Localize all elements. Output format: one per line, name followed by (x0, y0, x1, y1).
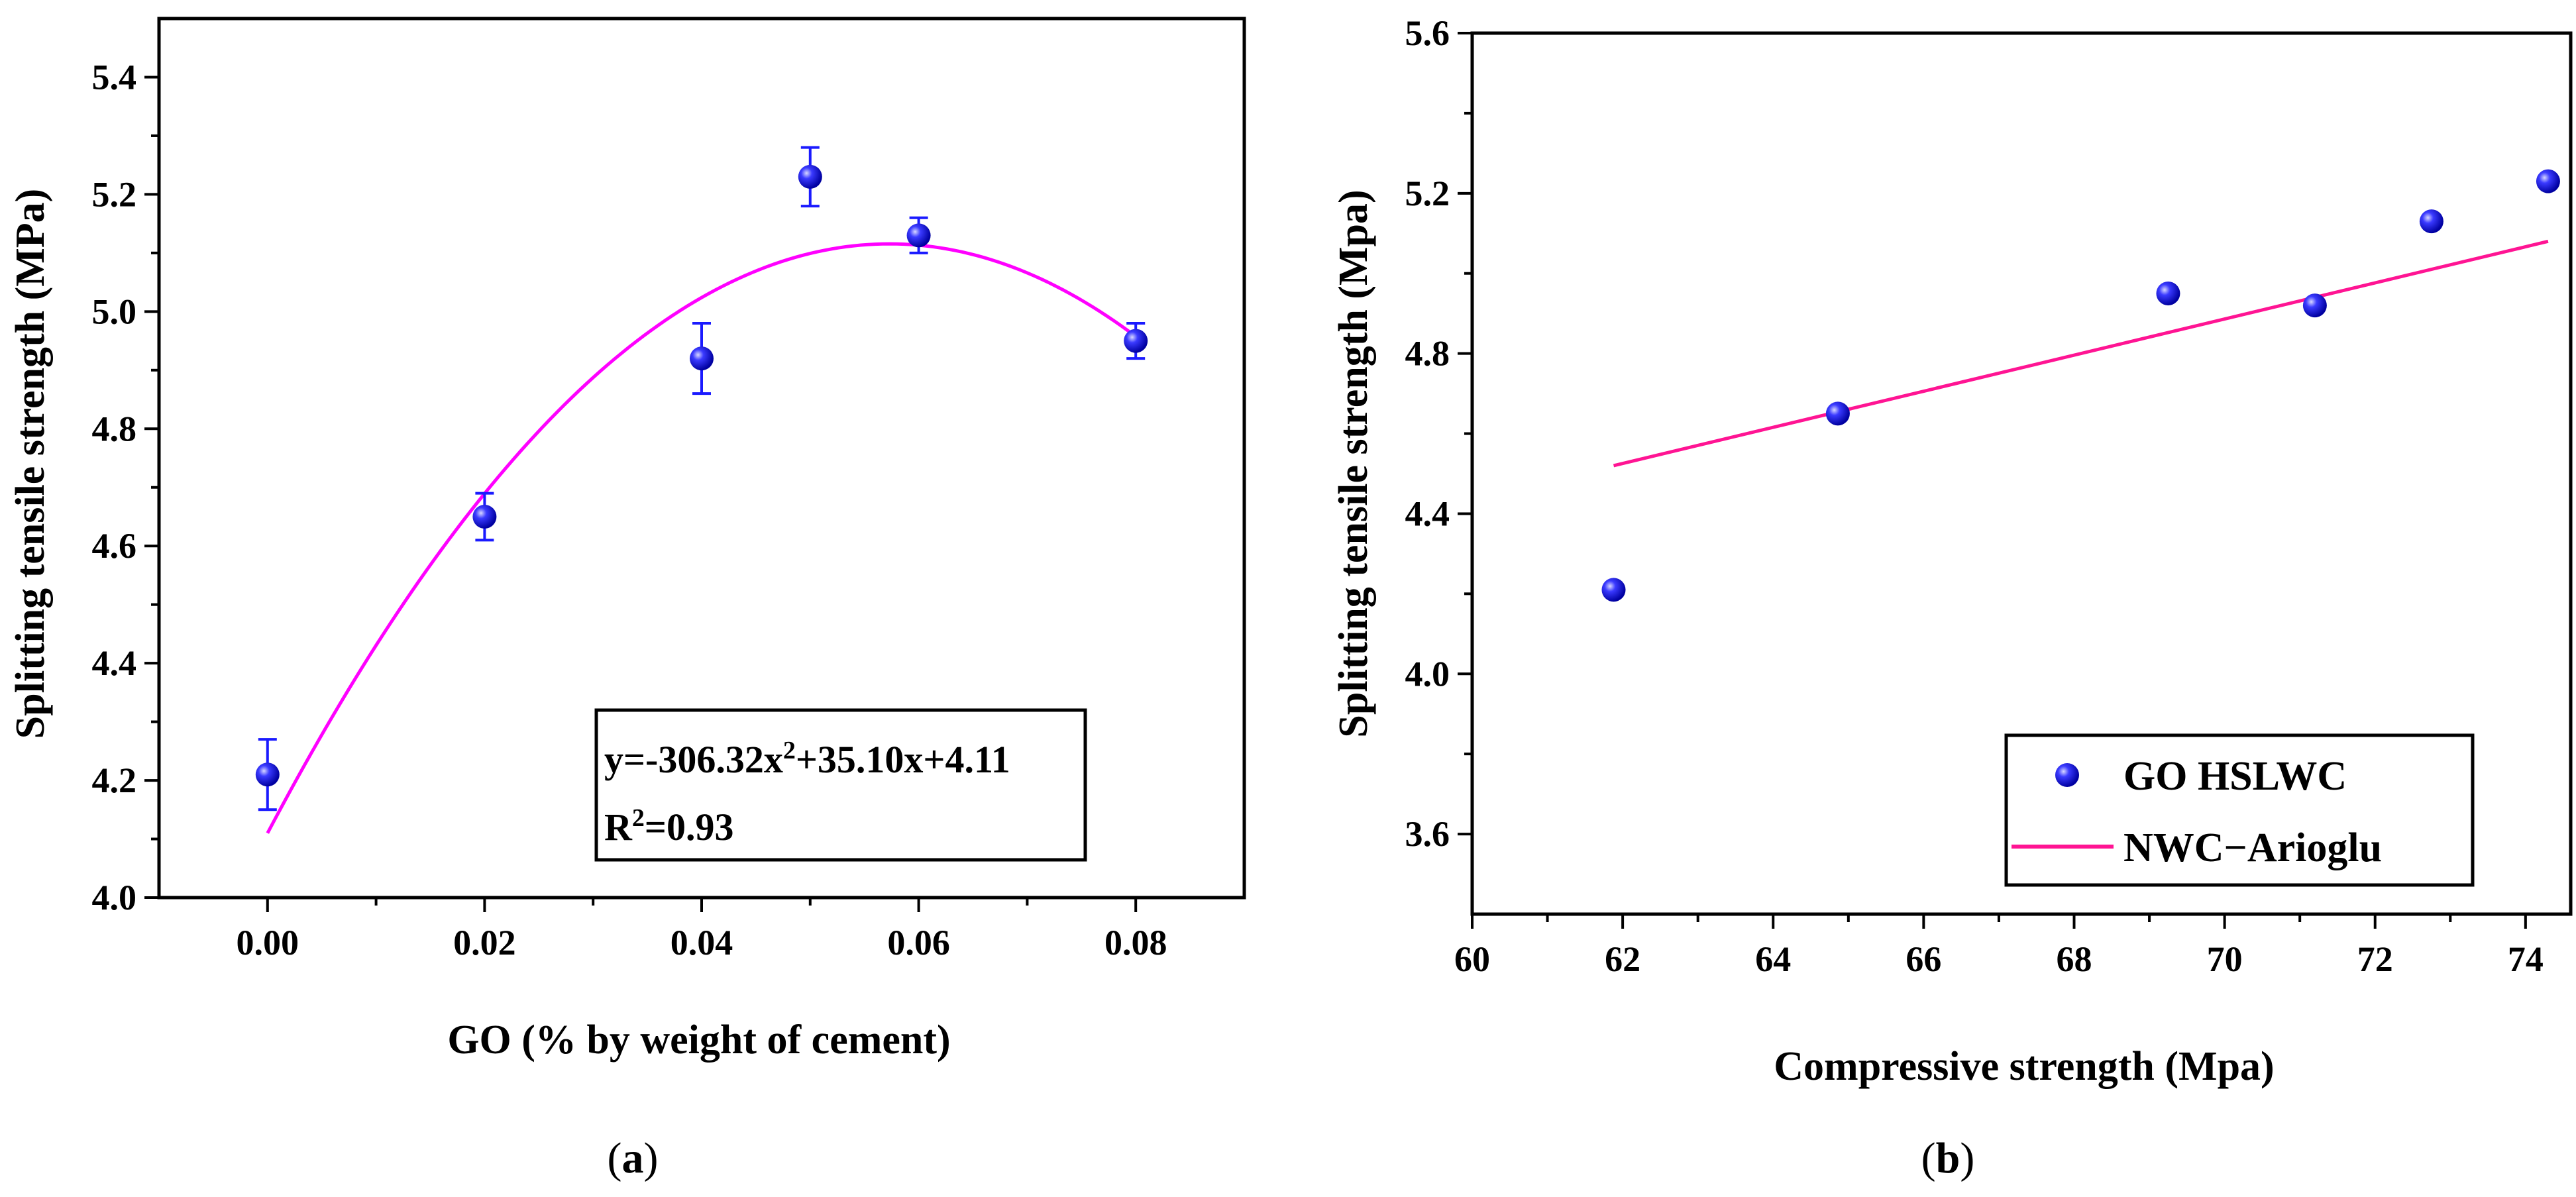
data-point (255, 762, 280, 787)
chart-panel-a: 0.00 0.02 0.04 0.06 0.08 4.0 4.2 4.4 4.6 4.8 5.0 5.… (8, 17, 1246, 1182)
chart-a-data-points (255, 164, 1148, 787)
chart-a-x-tick-label: 0.02 (453, 923, 516, 963)
panel-a-label: (a) (608, 1134, 659, 1182)
chart-b-x-tick-label: 68 (2056, 939, 2092, 979)
chart-b-nwc-arioglu-line (1613, 239, 2549, 468)
chart-a-x-tick-label: 0.08 (1104, 923, 1167, 963)
chart-b-x-tick-label: 72 (2357, 939, 2393, 979)
data-point (2156, 281, 2180, 305)
data-point (2536, 169, 2560, 193)
chart-a-y-tick-label: 5.2 (92, 174, 137, 214)
chart-a-y-tick-label: 4.0 (92, 878, 137, 917)
data-point (2302, 293, 2327, 318)
panel-b-label: (b) (1921, 1134, 1975, 1182)
chart-panel-b: 60 62 64 66 68 70 72 74 3.6 4.0 4.4 4.8 5.2 5.6 GO HS… (1331, 13, 2573, 1182)
chart-b-data-points (1601, 169, 2560, 602)
chart-b-y-tick-label: 5.2 (1405, 174, 1450, 213)
chart-a-y-tick-label: 4.8 (92, 409, 137, 448)
chart-a-x-axis-title: GO (% by weight of cement) (447, 1017, 950, 1063)
legend-nwc-arioglu-label: NWC−Arioglu (2123, 825, 2382, 870)
chart-b-y-tick-label: 3.6 (1405, 814, 1450, 854)
chart-b-axes (1470, 31, 2573, 916)
chart-b-x-tick-label: 60 (1454, 939, 1490, 979)
chart-a-equation: y=-306.32x2+35.10x+4.11 (604, 737, 1010, 781)
chart-a-y-tick-label: 4.2 (92, 760, 137, 800)
chart-a-y-axis-title: Splitting tensile strength (MPa) (8, 189, 53, 739)
chart-b-x-tick-label: 64 (1755, 939, 1791, 979)
chart-a-fit-curve (266, 242, 1137, 834)
chart-a-x-tick-label: 0.00 (237, 923, 299, 963)
chart-a-y-tick-label: 4.6 (92, 526, 137, 566)
chart-a-x-tick-label: 0.04 (671, 923, 733, 963)
nwc-arioglu-line (1613, 239, 2549, 468)
chart-b-y-tick-label: 4.4 (1405, 494, 1450, 533)
chart-b-x-tick-label: 66 (1905, 939, 1941, 979)
legend-go-hslwc-marker (2055, 763, 2079, 787)
data-point (2419, 209, 2443, 234)
chart-b-x-tick-label: 62 (1605, 939, 1640, 979)
chart-b-y-tick-label: 5.6 (1405, 13, 1450, 53)
data-point (1601, 578, 1626, 602)
fit-curve-path (266, 242, 1137, 834)
chart-b-y-tick-label: 4.8 (1405, 334, 1450, 374)
chart-a-x-tick-label: 0.06 (887, 923, 950, 963)
chart-b-y-tick-label: 4.0 (1405, 654, 1450, 694)
chart-b-x-tick-label: 70 (2207, 939, 2243, 979)
chart-b-y-axis-title: Splitting tensile strength (Mpa) (1331, 189, 1376, 737)
chart-b-x-tick-label: 74 (2508, 939, 2544, 979)
chart-a-y-tick-label: 5.0 (92, 291, 137, 331)
chart-a-ticks: 0.00 0.02 0.04 0.06 0.08 4.0 4.2 4.4 4.6 4.8 5.0 5.… (92, 57, 1167, 963)
data-point (690, 346, 714, 371)
chart-b-legend: GO HSLWC NWC−Arioglu (2004, 733, 2475, 887)
data-point (906, 223, 931, 248)
data-point (798, 164, 822, 189)
chart-b-ticks: 60 62 64 66 68 70 72 74 3.6 4.0 4.4 4.8 5.2 5.6 (1405, 13, 2544, 979)
chart-a-r-squared: R2=0.93 (604, 804, 733, 849)
chart-b-x-axis-title: Compressive strength (Mpa) (1774, 1044, 2274, 1089)
data-point (1825, 401, 1850, 426)
chart-a-equation-box: y=-306.32x2+35.10x+4.11 R2=0.93 (594, 708, 1087, 862)
legend-go-hslwc-label: GO HSLWC (2123, 754, 2347, 799)
chart-b-plot-frame (1470, 31, 2573, 916)
data-point (1124, 329, 1148, 353)
data-point (472, 504, 497, 529)
chart-a-y-tick-label: 4.4 (92, 643, 137, 683)
chart-a-y-tick-label: 5.4 (92, 57, 137, 97)
